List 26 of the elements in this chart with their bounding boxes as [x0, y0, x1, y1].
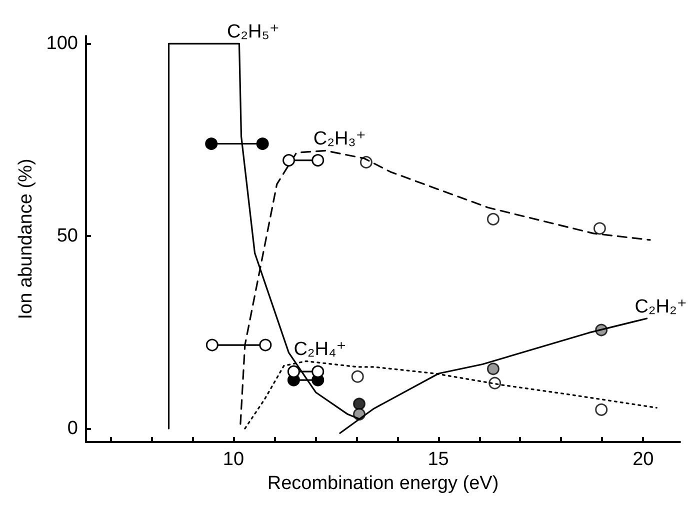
- point: [287, 365, 300, 378]
- x-tick-label: 15: [428, 449, 449, 470]
- series-label: C₂H₅⁺: [226, 22, 280, 43]
- x-axis-title: Recombination energy (eV): [267, 472, 499, 494]
- point: [282, 154, 296, 167]
- point: [312, 365, 324, 378]
- point: [259, 338, 272, 352]
- point: [206, 338, 218, 352]
- point: [486, 212, 500, 226]
- x-tick-label: 10: [222, 449, 244, 470]
- series-label: C₂H₂⁺: [634, 296, 687, 318]
- series-label: C₂H₄⁺: [294, 339, 346, 360]
- point: [256, 138, 269, 150]
- series-label: C₂H₃⁺: [313, 128, 366, 150]
- point: [353, 398, 366, 410]
- y-tick-label: 0: [67, 418, 78, 440]
- y-axis-title: Ion abundance (%): [15, 158, 36, 320]
- point: [595, 403, 608, 416]
- y-tick-label: 50: [56, 226, 78, 247]
- x-tick-label: 20: [632, 449, 654, 470]
- point: [205, 138, 218, 150]
- y-tick-label: 100: [46, 33, 78, 54]
- point: [351, 370, 364, 383]
- point: [486, 362, 500, 376]
- point: [593, 222, 606, 235]
- point: [312, 154, 324, 167]
